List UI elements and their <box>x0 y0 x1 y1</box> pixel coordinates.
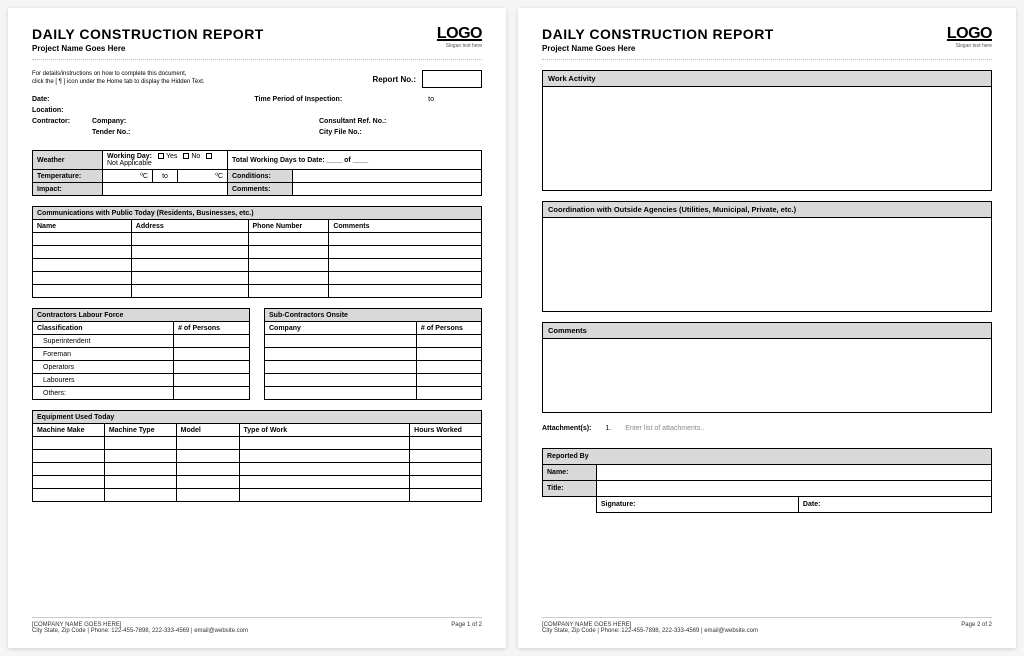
instructions: For details/instructions on how to compl… <box>32 71 205 87</box>
doc-subtitle: Project Name Goes Here <box>542 44 774 53</box>
weather-table: Weather Working Day: Yes No Not Applicab… <box>32 150 482 196</box>
page-number: Page 2 of 2 <box>961 622 992 634</box>
location-label: Location: <box>32 107 64 114</box>
table-row <box>33 259 482 272</box>
work-activity-header: Work Activity <box>542 70 992 86</box>
table-row <box>265 387 482 400</box>
table-row <box>265 361 482 374</box>
table-row <box>33 450 482 463</box>
doc-title: DAILY CONSTRUCTION REPORT <box>542 26 774 42</box>
logo-tagline: Slogan text here <box>437 43 482 49</box>
divider <box>542 59 992 60</box>
footer: [COMPANY NAME GOES HERE] City State, Zip… <box>32 617 482 634</box>
equipment-table: Equipment Used Today Machine Make Machin… <box>32 410 482 502</box>
reported-by-table: Reported By Name: Title: Signature: Date… <box>542 448 992 513</box>
coordination-box[interactable] <box>542 217 992 312</box>
table-row <box>33 246 482 259</box>
page-number: Page 1 of 2 <box>451 622 482 634</box>
checkbox-no[interactable] <box>183 153 189 159</box>
communications-table: Communications with Public Today (Reside… <box>32 206 482 298</box>
table-row <box>33 463 482 476</box>
report-no-field: Report No.: <box>372 70 482 88</box>
header: DAILY CONSTRUCTION REPORT Project Name G… <box>542 26 992 53</box>
checkbox-yes[interactable] <box>158 153 164 159</box>
table-row <box>265 374 482 387</box>
subcontractors-table: Sub-Contractors Onsite Company# of Perso… <box>264 308 482 400</box>
table-row <box>33 489 482 502</box>
divider <box>32 59 482 60</box>
header: DAILY CONSTRUCTION REPORT Project Name G… <box>32 26 482 53</box>
logo: LOGO Slogan text here <box>947 26 992 49</box>
checkbox-na[interactable] <box>206 153 212 159</box>
table-row <box>33 233 482 246</box>
table-row <box>265 335 482 348</box>
table-row <box>33 272 482 285</box>
report-no-input[interactable] <box>422 70 482 88</box>
table-row <box>33 476 482 489</box>
attachments-row: Attachment(s): 1. Enter list of attachme… <box>542 425 992 432</box>
table-row <box>265 348 482 361</box>
doc-title: DAILY CONSTRUCTION REPORT <box>32 26 264 42</box>
table-row <box>33 437 482 450</box>
comments-box[interactable] <box>542 338 992 413</box>
table-row <box>33 285 482 298</box>
coordination-header: Coordination with Outside Agencies (Util… <box>542 201 992 217</box>
labour-table: Contractors Labour Force Classification#… <box>32 308 250 400</box>
contractor-label: Contractor: <box>32 118 84 140</box>
work-activity-box[interactable] <box>542 86 992 191</box>
date-label: Date: <box>32 96 50 103</box>
doc-subtitle: Project Name Goes Here <box>32 44 264 53</box>
footer: [COMPANY NAME GOES HERE] City State, Zip… <box>542 617 992 634</box>
comments-header: Comments <box>542 322 992 338</box>
logo: LOGO Slogan text here <box>437 26 482 49</box>
page-1: DAILY CONSTRUCTION REPORT Project Name G… <box>8 8 506 648</box>
time-period-label: Time Period of Inspection: <box>254 96 342 103</box>
page-2: DAILY CONSTRUCTION REPORT Project Name G… <box>518 8 1016 648</box>
logo-text: LOGO <box>437 26 482 42</box>
